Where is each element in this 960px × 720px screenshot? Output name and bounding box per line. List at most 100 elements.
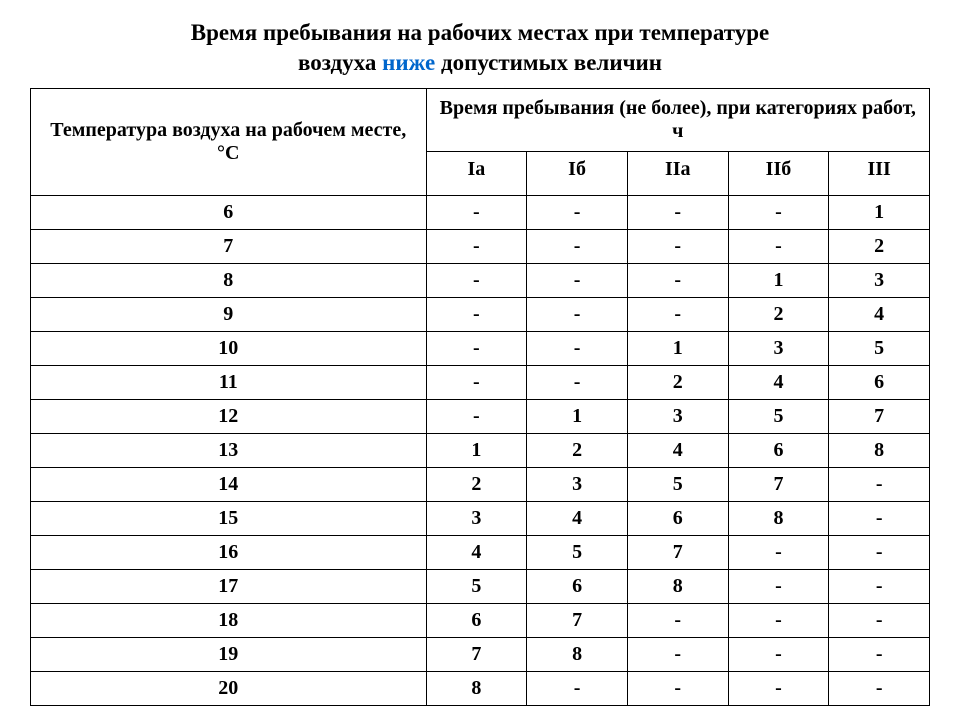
header-temperature: Температура воздуха на рабочем месте, °С [31, 89, 427, 196]
cell-value: 6 [728, 434, 829, 468]
title-post: допустимых величин [435, 50, 662, 75]
cell-value: 8 [426, 672, 527, 706]
cell-value: 8 [627, 570, 728, 604]
table-header-row-1: Температура воздуха на рабочем месте, °С… [31, 89, 930, 152]
cell-value: 7 [829, 400, 930, 434]
cell-value: 6 [426, 604, 527, 638]
cell-value: 5 [627, 468, 728, 502]
cell-temperature: 14 [31, 468, 427, 502]
cell-temperature: 15 [31, 502, 427, 536]
cell-value: - [627, 604, 728, 638]
table-row: 10--135 [31, 332, 930, 366]
cell-value: - [829, 570, 930, 604]
table-row: 6----1 [31, 196, 930, 230]
cell-value: - [426, 196, 527, 230]
cell-value: 4 [627, 434, 728, 468]
cell-value: 1 [627, 332, 728, 366]
cell-value: - [527, 230, 628, 264]
cell-value: - [426, 230, 527, 264]
cell-temperature: 19 [31, 638, 427, 672]
cell-value: - [829, 604, 930, 638]
cell-value: - [627, 230, 728, 264]
cell-value: - [728, 638, 829, 672]
cell-value: 4 [728, 366, 829, 400]
cell-value: 3 [829, 264, 930, 298]
cell-value: 8 [728, 502, 829, 536]
cell-temperature: 8 [31, 264, 427, 298]
cell-value: - [527, 264, 628, 298]
cell-value: - [527, 672, 628, 706]
cell-value: 5 [527, 536, 628, 570]
cell-value: - [728, 230, 829, 264]
cell-temperature: 10 [31, 332, 427, 366]
header-cat-iii: III [829, 152, 930, 196]
cell-value: 2 [426, 468, 527, 502]
cell-value: - [829, 468, 930, 502]
cell-value: - [426, 298, 527, 332]
cell-value: 1 [527, 400, 628, 434]
cell-temperature: 20 [31, 672, 427, 706]
table-row: 8---13 [31, 264, 930, 298]
cell-value: - [426, 332, 527, 366]
cell-value: - [426, 366, 527, 400]
cell-value: - [728, 196, 829, 230]
cell-value: 2 [829, 230, 930, 264]
cell-value: 3 [728, 332, 829, 366]
cell-value: - [527, 332, 628, 366]
header-cat-ia: Iа [426, 152, 527, 196]
cell-value: - [527, 298, 628, 332]
cell-value: 2 [728, 298, 829, 332]
cell-value: 7 [426, 638, 527, 672]
cell-value: 3 [426, 502, 527, 536]
cell-value: - [728, 672, 829, 706]
table-row: 1312468 [31, 434, 930, 468]
table-row: 142357- [31, 468, 930, 502]
table-row: 1978--- [31, 638, 930, 672]
cell-value: - [728, 570, 829, 604]
cell-value: 5 [426, 570, 527, 604]
cell-value: - [627, 264, 728, 298]
title-pre: воздуха [298, 50, 382, 75]
table-row: 11--246 [31, 366, 930, 400]
table-row: 7----2 [31, 230, 930, 264]
cell-value: 7 [728, 468, 829, 502]
cell-value: - [627, 298, 728, 332]
cell-value: 3 [527, 468, 628, 502]
cell-value: 3 [627, 400, 728, 434]
cell-value: - [627, 638, 728, 672]
cell-value: - [829, 536, 930, 570]
cell-value: 4 [426, 536, 527, 570]
table-row: 153468- [31, 502, 930, 536]
cell-value: 1 [426, 434, 527, 468]
cell-value: - [829, 502, 930, 536]
cell-value: 5 [829, 332, 930, 366]
cell-temperature: 13 [31, 434, 427, 468]
header-cat-iib: IIб [728, 152, 829, 196]
cell-value: - [829, 638, 930, 672]
cell-value: 5 [728, 400, 829, 434]
cell-value: 4 [829, 298, 930, 332]
table-row: 1867--- [31, 604, 930, 638]
cell-temperature: 7 [31, 230, 427, 264]
table-row: 12-1357 [31, 400, 930, 434]
table-row: 9---24 [31, 298, 930, 332]
cell-value: 4 [527, 502, 628, 536]
cell-value: 6 [829, 366, 930, 400]
header-cat-ib: Iб [527, 152, 628, 196]
cell-value: 2 [627, 366, 728, 400]
cell-value: - [527, 196, 628, 230]
header-duration: Время пребывания (не более), при категор… [426, 89, 929, 152]
cell-value: - [527, 366, 628, 400]
title-accent: ниже [382, 50, 435, 75]
cell-temperature: 18 [31, 604, 427, 638]
header-cat-iia: IIа [627, 152, 728, 196]
cell-value: - [426, 400, 527, 434]
cell-value: - [728, 536, 829, 570]
cell-temperature: 6 [31, 196, 427, 230]
cell-value: 6 [527, 570, 628, 604]
cell-value: - [426, 264, 527, 298]
cell-temperature: 12 [31, 400, 427, 434]
cell-value: 6 [627, 502, 728, 536]
cell-value: 8 [527, 638, 628, 672]
table-row: 16457-- [31, 536, 930, 570]
